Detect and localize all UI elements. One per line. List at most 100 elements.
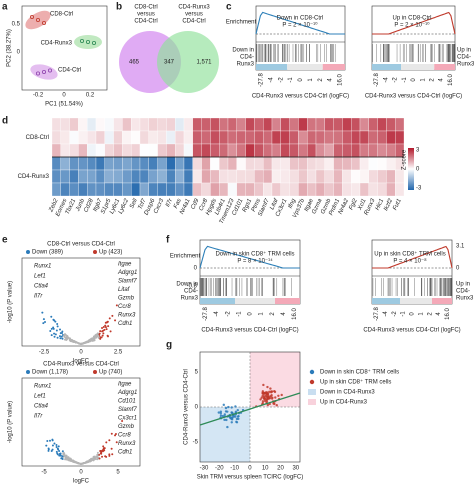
- gene-dot: [56, 336, 59, 339]
- gene-dot: [114, 432, 117, 435]
- heatmap-cell: [113, 117, 123, 132]
- heatmap-cell: [289, 130, 299, 145]
- heatmap-cell: [148, 182, 158, 197]
- gene-dot: [263, 395, 266, 398]
- x-axis-label: logFC: [73, 359, 90, 365]
- gene-dot: [54, 320, 57, 323]
- legend-label: Up in skin CD8⁺ TRM cells: [320, 379, 391, 386]
- gene-dot: [58, 454, 61, 457]
- heatmap-cell: [245, 169, 255, 184]
- x-axis-label: CD4-Runx3 versus CD4-Ctrl (logFC): [252, 94, 349, 100]
- x-tick-label: -27.8: [374, 307, 380, 321]
- x-tick-label: 20: [277, 466, 284, 472]
- x-axis-label: CD4-Runx3 versus CD4-Ctrl (logFC): [363, 328, 460, 334]
- heatmap-cell: [122, 130, 132, 145]
- gene-dot: [115, 304, 118, 307]
- heatmap-cell: [386, 130, 396, 145]
- gene-dot: [102, 325, 105, 328]
- gene-dot: [121, 419, 124, 422]
- gene-dot: [230, 406, 233, 409]
- heatmap-cell: [131, 143, 141, 158]
- gene-dot: [106, 334, 109, 337]
- gene-label: Ifng: [288, 197, 298, 209]
- gene-dot: [83, 462, 86, 465]
- heatmap-cell: [245, 143, 255, 158]
- gene-dot: [57, 448, 60, 451]
- gene-label: Ctla4: [34, 404, 49, 410]
- y-axis-label: -log10 (P value): [8, 401, 14, 443]
- x-tick-label: 1: [418, 312, 424, 316]
- heatmap-cell: [263, 143, 273, 158]
- heatmap-cell: [201, 156, 211, 171]
- heatmap-cell: [245, 130, 255, 145]
- gene-dot: [102, 447, 105, 450]
- panel-label: d: [2, 116, 8, 127]
- heatmap-cell: [227, 130, 237, 145]
- heatmap-cell: [87, 156, 97, 171]
- gene-dot: [86, 460, 89, 463]
- heatmap-cell: [263, 130, 273, 145]
- side-label: CD4-: [184, 289, 198, 295]
- heatmap-cell: [342, 169, 352, 184]
- heatmap-cell: [298, 117, 308, 132]
- heatmap-cell: [69, 143, 79, 158]
- enrichment-curve: [255, 11, 345, 35]
- x-tick-label: 16.0: [292, 308, 298, 320]
- heatmap-cell: [157, 117, 167, 132]
- heatmap-cell: [175, 143, 185, 158]
- gene-dot: [44, 321, 47, 324]
- set-label: versus: [137, 12, 155, 18]
- gene-dot: [51, 438, 54, 441]
- heatmap-cell: [298, 169, 308, 184]
- y-tick-label: 0.5: [12, 22, 21, 28]
- side-label: Down in: [232, 48, 254, 54]
- heatmap-cell: [95, 143, 105, 158]
- colorbar-tick: -3: [416, 186, 422, 192]
- x-tick-label: 4: [436, 312, 442, 316]
- heatmap-cell: [307, 169, 317, 184]
- x-tick-label: 0: [298, 78, 304, 82]
- gene-dot: [262, 383, 265, 387]
- heatmap-cell: [377, 117, 387, 132]
- axes: [199, 239, 301, 305]
- heatmap-cell: [131, 117, 141, 132]
- gene-dot: [52, 327, 55, 330]
- gene-dot: [42, 322, 45, 325]
- gsea-title: Down in CD8-Ctrl: [277, 16, 324, 22]
- x-tick-label: -2: [392, 311, 398, 317]
- heatmap-cell: [254, 130, 264, 145]
- x-tick-label: -27.8: [259, 73, 265, 87]
- heatmap-cell: [236, 130, 246, 145]
- venn-count: 347: [164, 60, 175, 66]
- gene-label: Ptms: [251, 198, 262, 213]
- gene-label: Cdh1: [118, 321, 132, 327]
- heatmap-cell: [175, 156, 185, 171]
- heatmap-cell: [227, 143, 237, 158]
- heatmap-cell: [359, 182, 369, 197]
- gene-dot: [101, 450, 104, 453]
- heatmap-cell: [280, 182, 290, 197]
- x-axis-label: logFC: [73, 479, 90, 485]
- heatmap-cell: [254, 117, 264, 132]
- gene-dot: [102, 445, 105, 448]
- heatmap-cell: [219, 156, 229, 171]
- gene-dot: [230, 411, 233, 414]
- heatmap-cell: [307, 117, 317, 132]
- panel-label: c: [226, 2, 232, 13]
- x-tick-label: 0: [411, 78, 417, 82]
- region-up: [250, 352, 300, 407]
- y-tick-label: 3.1: [456, 244, 465, 250]
- heatmap-cell: [254, 169, 264, 184]
- heatmap-cell: [359, 117, 369, 132]
- gene-dot: [227, 405, 230, 409]
- heatmap-cell: [368, 182, 378, 197]
- heatmap-cell: [298, 182, 308, 197]
- x-tick-label: -1: [401, 311, 407, 317]
- heatmap-cell: [157, 156, 167, 171]
- group-label: CD8-Ctrl: [50, 12, 73, 18]
- heatmap-cell: [60, 169, 70, 184]
- gene-dot: [114, 434, 117, 437]
- heatmap-cell: [395, 117, 405, 132]
- gene-dot: [52, 318, 55, 321]
- heatmap-cell: [263, 117, 273, 132]
